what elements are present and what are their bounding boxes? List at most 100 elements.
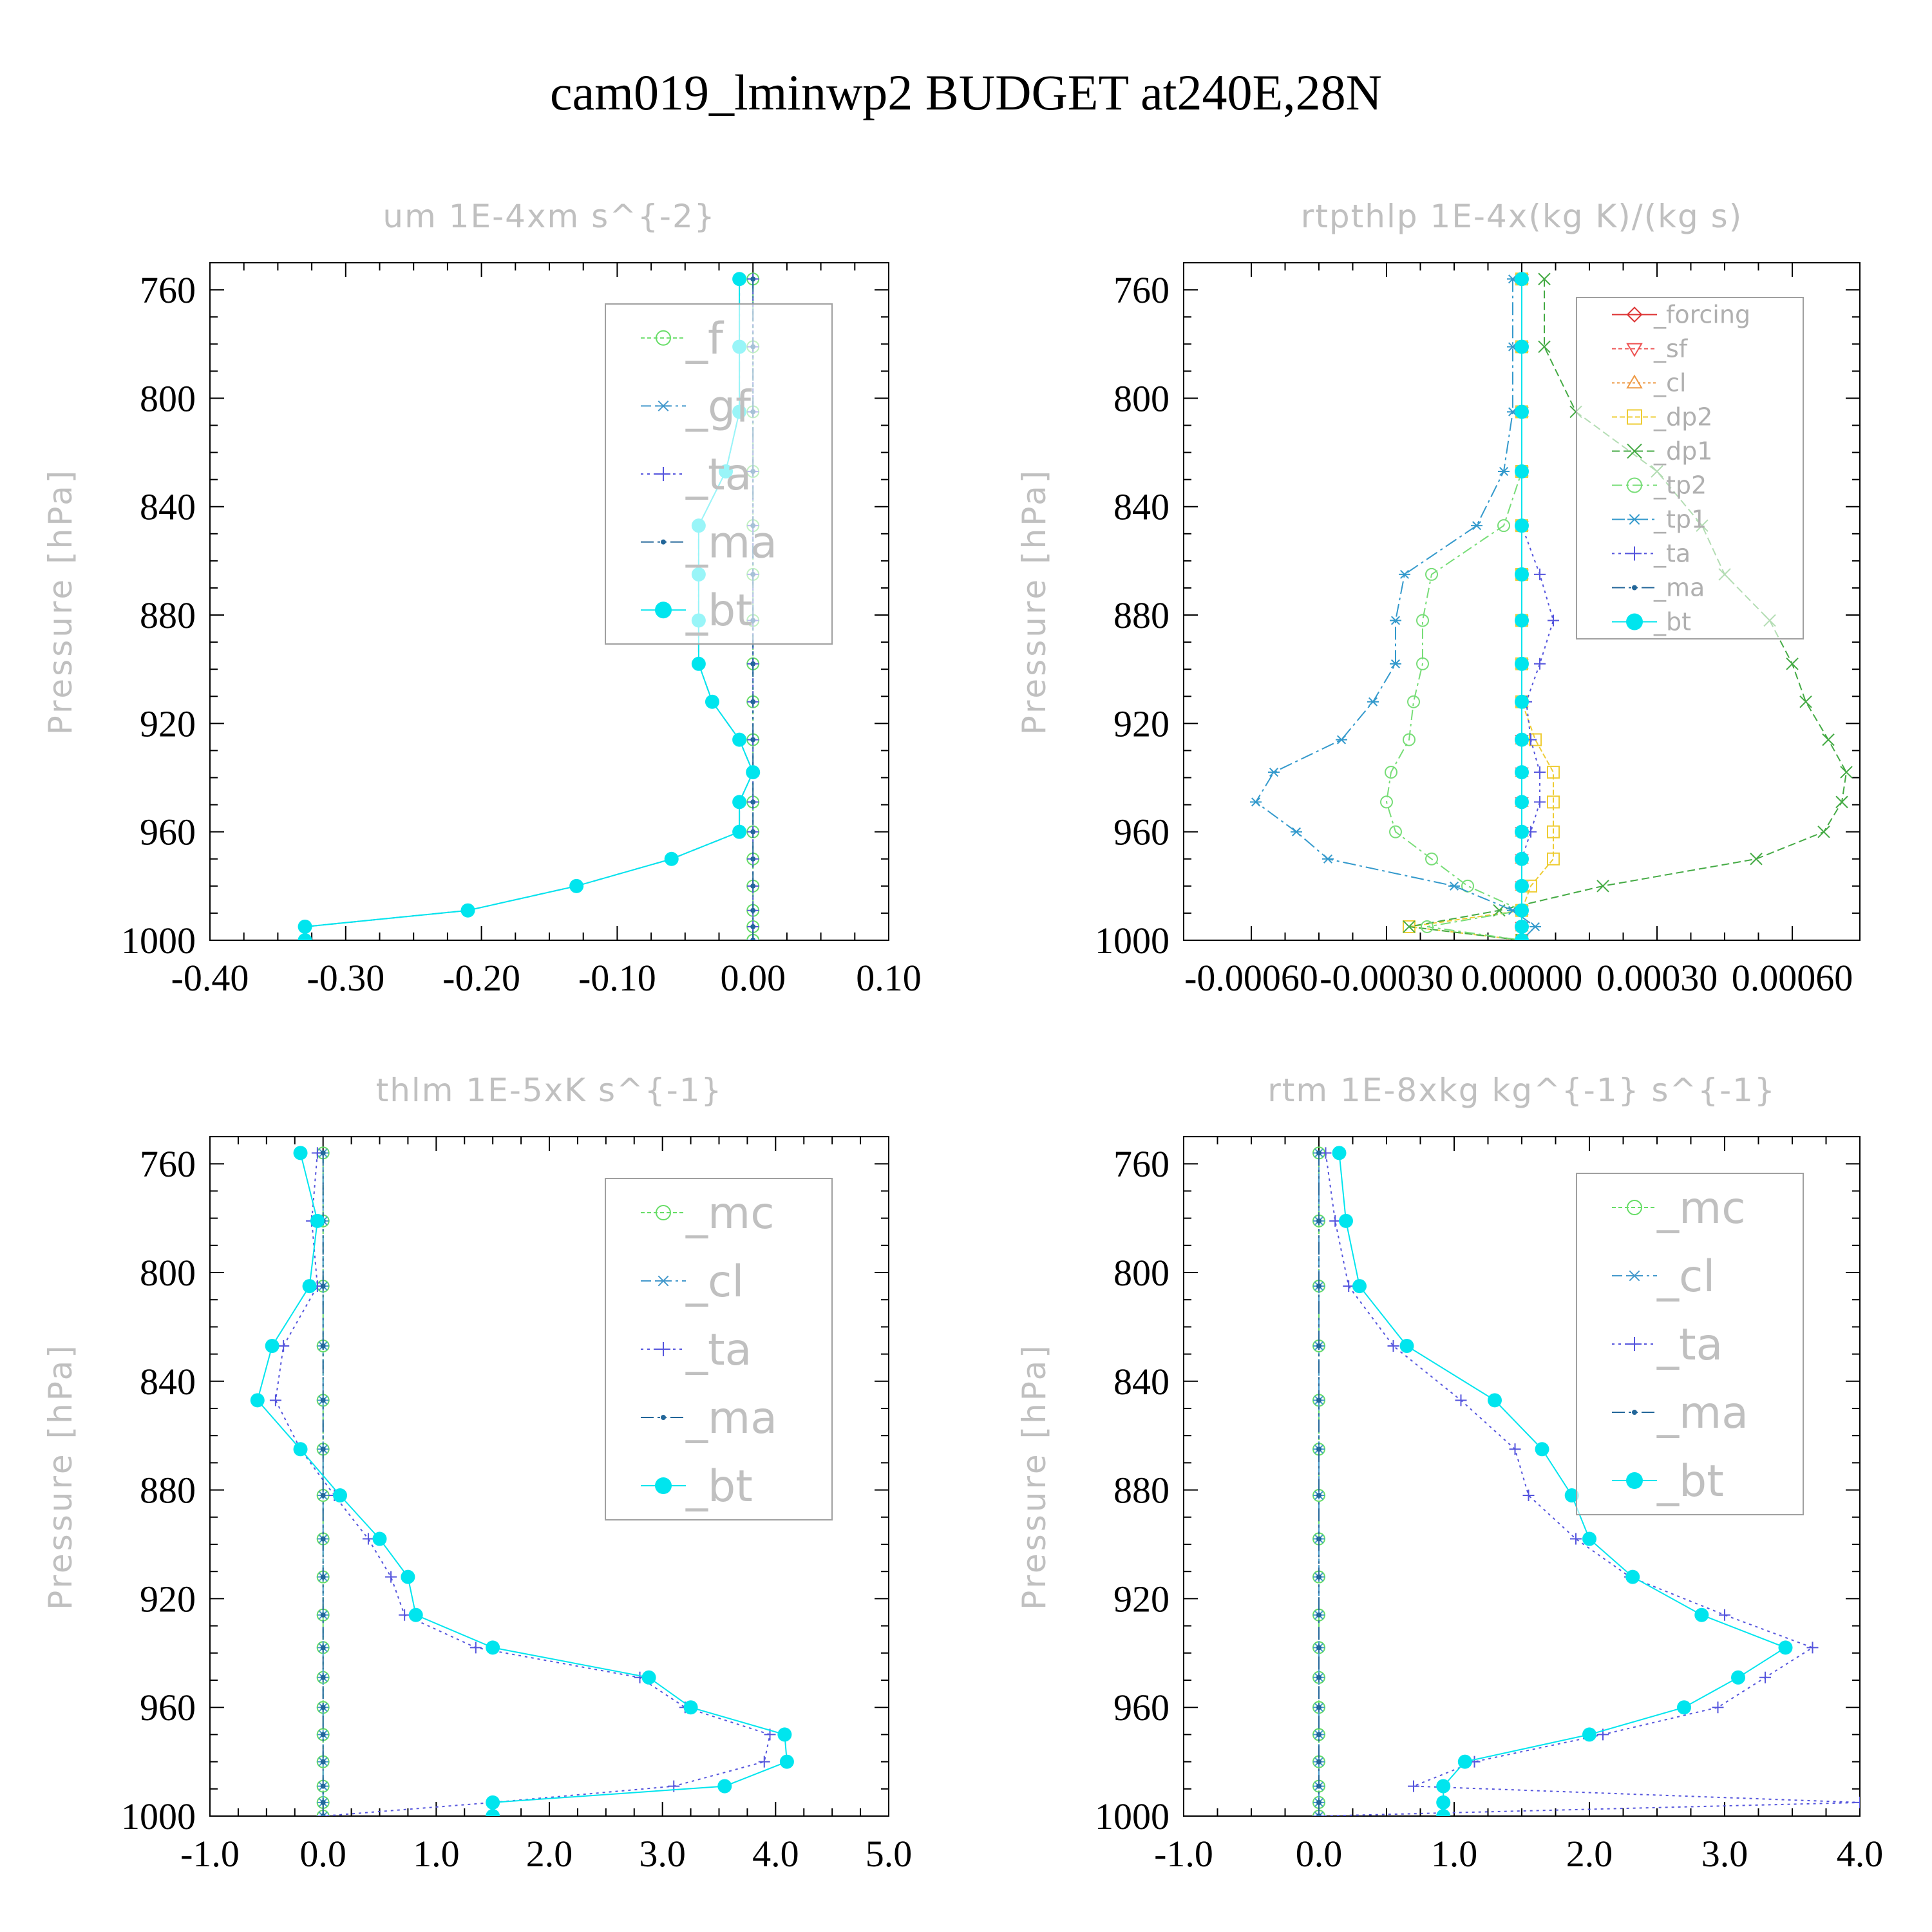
marker-filled: [1515, 339, 1529, 354]
marker-filled: [705, 694, 719, 709]
marker-filled: [250, 1393, 265, 1408]
y-tick-label: 880: [140, 1470, 196, 1511]
marker-filled: [1626, 1472, 1643, 1489]
legend-label: _mc: [685, 1188, 775, 1239]
legend-item: _ta: [1612, 1320, 1723, 1370]
marker-star: [656, 400, 670, 412]
marker-filled: [1515, 567, 1529, 582]
marker-filled: [1515, 272, 1529, 287]
legend-label: _ta: [1653, 540, 1690, 568]
marker-circle: [1385, 766, 1397, 779]
marker-star: [1627, 1270, 1642, 1282]
y-tick-label: 880: [140, 594, 196, 636]
marker-dot: [750, 661, 756, 667]
legend-label: _sf: [1653, 335, 1689, 363]
marker-filled: [1535, 1442, 1549, 1457]
x-tick-label: 5.0: [866, 1833, 913, 1875]
marker-square: [1547, 766, 1560, 779]
marker-x: [1538, 272, 1551, 285]
marker-plus: [362, 1533, 374, 1545]
legend-item: _cl: [641, 1256, 744, 1307]
legend-label: _dp2: [1653, 403, 1712, 431]
legend-label: _cl: [1653, 369, 1686, 397]
marker-plus: [1806, 1642, 1819, 1654]
marker-filled: [486, 1640, 500, 1655]
y-tick-label: 960: [1113, 1687, 1170, 1728]
marker-plus: [1455, 1394, 1467, 1406]
marker-filled: [298, 933, 312, 940]
marker-x: [1786, 658, 1799, 670]
marker-plus: [1712, 1701, 1724, 1714]
y-tick-label: 1000: [1095, 920, 1170, 961]
legend-label: _bt: [685, 1461, 753, 1512]
marker-filled: [664, 851, 679, 866]
legend-item: _dp1: [1612, 437, 1712, 466]
marker-filled: [1436, 1779, 1451, 1794]
marker-dot: [1632, 585, 1637, 591]
legend-item: _bt: [1612, 608, 1691, 636]
y-axis-label: Pressure [hPa]: [42, 1343, 79, 1610]
marker-star: [1627, 514, 1642, 525]
marker-filled: [691, 656, 706, 671]
marker-filled: [265, 1338, 279, 1353]
marker-star: [1399, 569, 1410, 579]
marker-filled: [1515, 765, 1529, 780]
series-line-tp2: [1385, 279, 1524, 940]
marker-dot: [750, 923, 756, 929]
marker-dot: [1316, 1446, 1321, 1452]
x-tick-label: 4.0: [752, 1833, 799, 1875]
legend-item: _ma: [1612, 1388, 1748, 1439]
marker-circle: [1497, 519, 1510, 533]
y-tick-label: 1000: [121, 920, 196, 961]
marker-circle: [1421, 920, 1434, 933]
marker-filled: [779, 1754, 794, 1769]
marker-filled: [293, 1146, 308, 1160]
marker-dot: [1632, 1410, 1637, 1415]
y-axis-label: Pressure [hPa]: [1016, 1343, 1053, 1610]
legend-item: _bt: [1612, 1456, 1724, 1507]
legend-item: _forcing: [1612, 301, 1750, 329]
panel-1: um 1E-4xm s^{-2} Pressure [hPa] 760 800 840 8…: [42, 198, 922, 999]
marker-circle: [1407, 695, 1420, 708]
legend-item: _ma: [641, 1393, 777, 1444]
marker-plus: [1719, 1609, 1730, 1621]
marker-star: [1313, 1811, 1325, 1816]
legend-item: _bt: [641, 585, 753, 636]
marker-filled: [298, 919, 312, 934]
legend: _mc _cl _ta _ma _bt: [605, 1178, 833, 1520]
legend: _f _gf _ta _ma _bt: [605, 303, 833, 645]
x-tick-label: -0.00030: [1320, 957, 1454, 999]
legend-item: _tp1: [1612, 506, 1707, 534]
marker-dot: [320, 1732, 326, 1738]
y-tick-label: 880: [1113, 1470, 1170, 1511]
marker-star: [1291, 827, 1302, 837]
marker-filled: [717, 1779, 732, 1794]
marker-filled: [641, 1670, 656, 1685]
marker-filled: [732, 795, 747, 810]
y-tick-label: 1000: [1095, 1795, 1170, 1837]
x-tick-label: 3.0: [639, 1833, 686, 1875]
legend-label: _cl: [1656, 1251, 1715, 1302]
marker-circle: [1389, 825, 1402, 838]
marker-dot: [320, 1446, 326, 1452]
marker-dot: [1316, 1218, 1321, 1224]
marker-circle: [1425, 852, 1438, 866]
x-tick-label: -0.10: [578, 957, 656, 999]
y-tick-label: 920: [1113, 703, 1170, 744]
legend-label: _ma: [685, 1393, 777, 1444]
panel-4: rtm 1E-8xkg kg^{-1} s^{-1} Pressure [hPa]…: [1016, 1072, 1883, 1875]
marker-star: [1390, 659, 1401, 668]
legend-label: _bt: [1653, 608, 1691, 636]
marker-square: [1547, 825, 1560, 838]
marker-filled: [486, 1809, 500, 1816]
y-tick-label: 960: [140, 1687, 196, 1728]
marker-filled: [1778, 1640, 1793, 1655]
x-tick-label: -0.40: [171, 957, 249, 999]
marker-circle: [1380, 795, 1393, 809]
x-tick-label: 2.0: [1566, 1833, 1613, 1875]
marker-filled: [1488, 1393, 1502, 1408]
marker-filled: [683, 1700, 698, 1715]
marker-circle: [1416, 657, 1429, 670]
marker-dot: [1316, 1574, 1321, 1580]
legend-label: _bt: [685, 585, 753, 636]
